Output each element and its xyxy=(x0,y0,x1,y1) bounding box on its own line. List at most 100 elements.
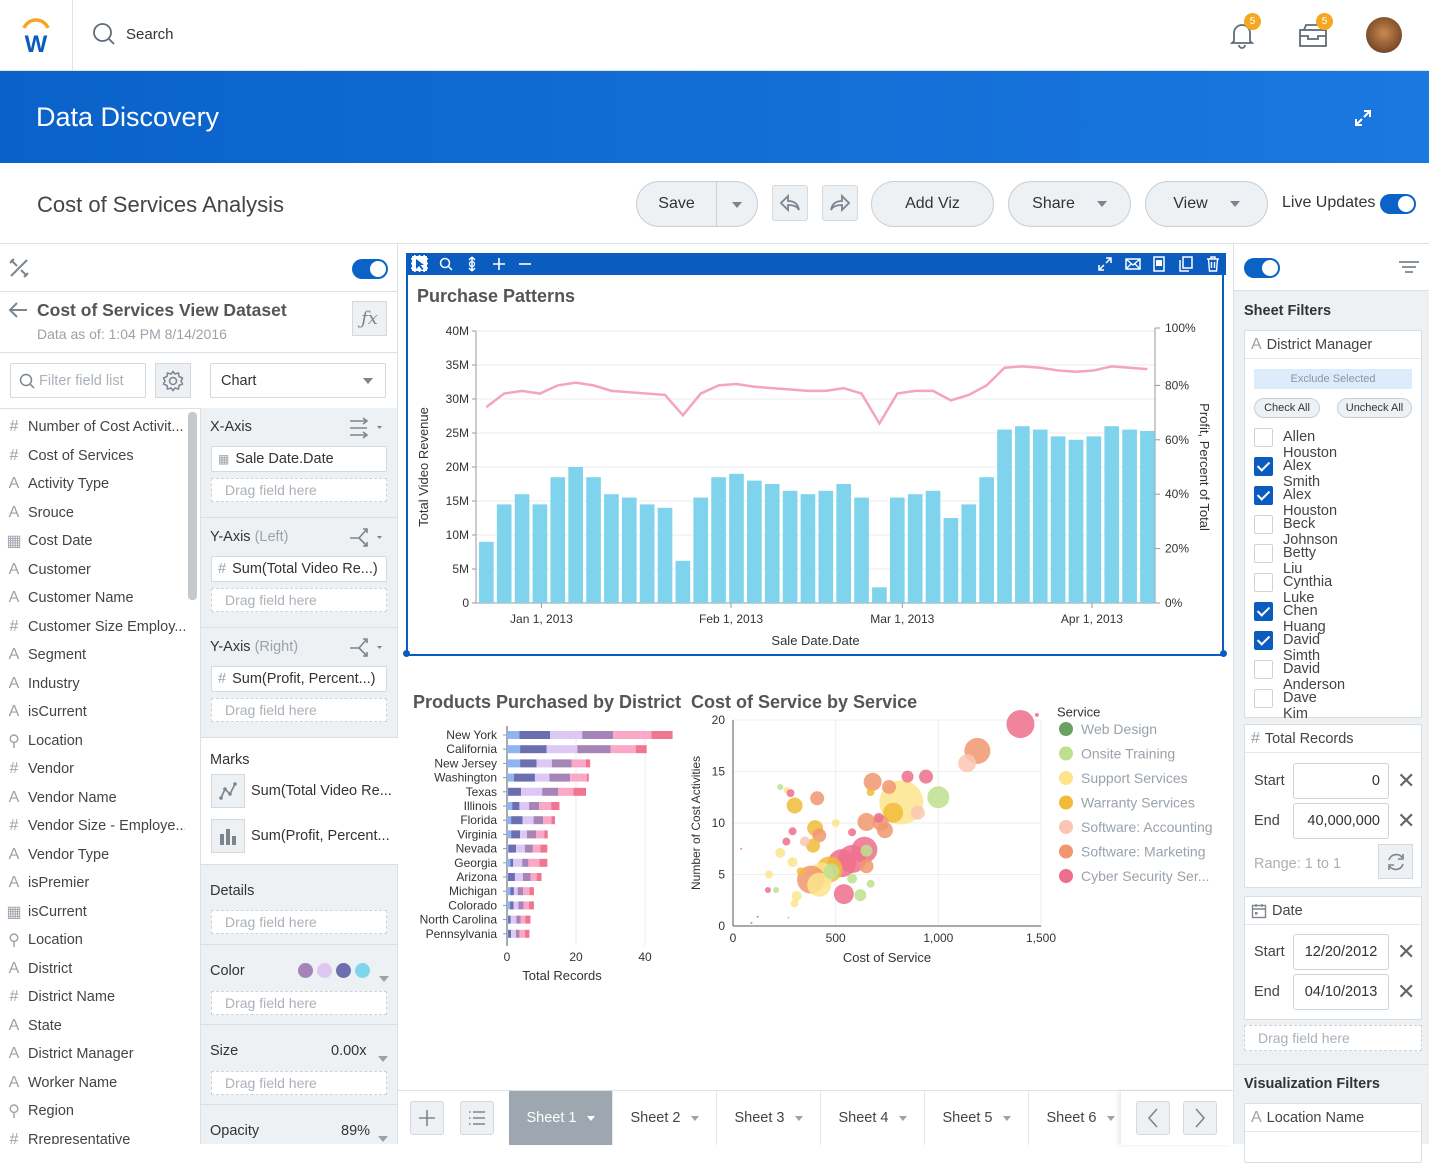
clear-date-end-button[interactable]: ✕ xyxy=(1397,982,1415,1002)
date-end-input[interactable]: 04/10/2013 xyxy=(1293,974,1389,1010)
total-records-end-input[interactable]: 40,000,000 xyxy=(1293,803,1389,839)
checkbox[interactable] xyxy=(1254,660,1273,679)
x-axis-drop-zone[interactable]: Drag field here xyxy=(211,478,387,502)
sheet-tab[interactable]: Sheet 3 xyxy=(717,1091,821,1145)
field-item[interactable]: #Vendor xyxy=(0,755,185,783)
checkbox[interactable] xyxy=(1254,515,1273,534)
check-all-button[interactable]: Check All xyxy=(1254,398,1320,418)
chevron-down-icon[interactable] xyxy=(587,1116,595,1121)
back-button[interactable] xyxy=(8,301,28,319)
filter-field-input[interactable]: Filter field list xyxy=(10,363,146,398)
products-by-district-chart[interactable]: New YorkCaliforniaNew JerseyWashingtonTe… xyxy=(398,719,683,984)
zoom-out-icon[interactable] xyxy=(518,257,532,271)
chevron-down-icon[interactable] xyxy=(379,976,389,982)
field-item[interactable]: ⚲Region xyxy=(0,1097,185,1125)
add-sheet-button[interactable] xyxy=(410,1101,444,1135)
checkbox[interactable] xyxy=(1254,689,1273,708)
view-button[interactable]: View xyxy=(1145,181,1268,227)
field-item[interactable]: AActivity Type xyxy=(0,470,185,498)
live-updates-toggle[interactable] xyxy=(1380,194,1416,214)
field-item[interactable]: ASegment xyxy=(0,641,185,669)
undo-button[interactable] xyxy=(772,185,808,221)
clear-date-start-button[interactable]: ✕ xyxy=(1397,942,1415,962)
field-item[interactable]: AIndustry xyxy=(0,670,185,698)
search-input[interactable]: Search xyxy=(126,26,174,43)
sheet-tab[interactable]: Sheet 1 xyxy=(509,1091,613,1145)
field-item[interactable]: AWorker Name xyxy=(0,1069,185,1097)
color-swatch[interactable] xyxy=(336,963,351,978)
clear-end-button[interactable]: ✕ xyxy=(1397,811,1415,831)
duplicate-icon[interactable] xyxy=(1179,256,1193,272)
user-avatar[interactable] xyxy=(1366,17,1402,53)
field-item[interactable]: ACustomer xyxy=(0,556,185,584)
formula-button[interactable]: ƒx xyxy=(352,301,387,336)
field-item[interactable]: #Number of Cost Activit... xyxy=(0,413,185,441)
y-axis-right-options-button[interactable] xyxy=(349,637,385,659)
color-swatches[interactable] xyxy=(298,963,370,978)
checkbox[interactable] xyxy=(1254,457,1273,476)
chevron-down-icon[interactable] xyxy=(795,1116,803,1121)
field-item[interactable]: ▦Cost Date xyxy=(0,527,185,555)
y-axis-right-drop-zone[interactable]: Drag field here xyxy=(211,698,387,722)
workday-logo[interactable]: W xyxy=(18,16,54,54)
bar-mark-button[interactable] xyxy=(211,819,245,853)
exclude-selected-button[interactable]: Exclude Selected xyxy=(1254,369,1412,389)
field-item[interactable]: ACustomer Name xyxy=(0,584,185,612)
resize-handle[interactable] xyxy=(1220,650,1227,657)
inbox-button[interactable]: 5 xyxy=(1298,22,1328,48)
next-sheet-button[interactable] xyxy=(1183,1101,1217,1135)
details-drop-zone[interactable]: Drag field here xyxy=(211,910,387,934)
tools-button[interactable] xyxy=(8,257,30,279)
field-item[interactable]: ⚲Location xyxy=(0,926,185,954)
line-mark-button[interactable] xyxy=(211,774,245,808)
field-item[interactable]: ADistrict xyxy=(0,955,185,983)
field-item[interactable]: #District Name xyxy=(0,983,185,1011)
chart-type-select[interactable]: Chart xyxy=(210,363,386,398)
chevron-down-icon[interactable] xyxy=(691,1116,699,1121)
chevron-down-icon[interactable] xyxy=(378,1056,388,1062)
checkbox[interactable] xyxy=(1254,602,1273,621)
x-axis-field[interactable]: ▦Sale Date.Date xyxy=(211,446,387,472)
filter-icon[interactable] xyxy=(1398,260,1420,276)
field-item[interactable]: AisCurrent xyxy=(0,698,185,726)
mobile-icon[interactable] xyxy=(1153,256,1165,272)
chevron-down-icon[interactable] xyxy=(1003,1116,1011,1121)
chevron-down-icon[interactable] xyxy=(899,1116,907,1121)
settings-button[interactable] xyxy=(155,363,191,398)
sheet-tab[interactable]: Sheet 4 xyxy=(821,1091,925,1145)
y-axis-right-field[interactable]: #Sum(Profit, Percent...) xyxy=(211,666,387,692)
checkbox[interactable] xyxy=(1254,486,1273,505)
notifications-button[interactable]: 5 xyxy=(1229,21,1255,49)
zoom-in-icon[interactable] xyxy=(492,257,506,271)
sheet-tab[interactable]: Sheet 2 xyxy=(613,1091,717,1145)
expand-icon[interactable] xyxy=(1098,257,1112,271)
y-axis-left-field[interactable]: #Sum(Total Video Re...) xyxy=(211,556,387,582)
checkbox[interactable] xyxy=(1254,573,1273,592)
uncheck-all-button[interactable]: Uncheck All xyxy=(1337,398,1412,418)
y-axis-left-drop-zone[interactable]: Drag field here xyxy=(211,588,387,612)
pan-icon[interactable] xyxy=(465,256,479,272)
trash-icon[interactable] xyxy=(1206,256,1220,272)
field-item[interactable]: AVendor Type xyxy=(0,841,185,869)
checkbox[interactable] xyxy=(1254,428,1273,447)
add-viz-button[interactable]: Add Viz xyxy=(871,181,994,227)
y-axis-left-options-button[interactable] xyxy=(349,527,385,549)
color-swatch[interactable] xyxy=(355,963,370,978)
field-item[interactable]: ADistrict Manager xyxy=(0,1040,185,1068)
field-item[interactable]: #Rrepresentative xyxy=(0,1126,185,1145)
expand-button[interactable] xyxy=(1353,108,1373,128)
field-item[interactable]: ▦isCurrent xyxy=(0,898,185,926)
field-item[interactable]: #Vendor Size - Employe... xyxy=(0,812,185,840)
share-button[interactable]: Share xyxy=(1008,181,1131,227)
search-box[interactable]: Search xyxy=(92,22,174,46)
purchase-patterns-viz[interactable]: Purchase Patterns 05M10M15M20M25M30M35M4… xyxy=(406,253,1224,656)
cost-by-service-chart[interactable]: 0510152005001,0001,500Cost of ServiceNum… xyxy=(683,704,1228,994)
color-swatch[interactable] xyxy=(317,963,332,978)
refresh-button[interactable] xyxy=(1378,844,1413,879)
opacity-value[interactable]: 89% xyxy=(341,1123,370,1139)
checkbox[interactable] xyxy=(1254,631,1273,650)
sheet-tab[interactable]: Sheet 5 xyxy=(925,1091,1029,1145)
field-item[interactable]: AVendor Name xyxy=(0,784,185,812)
color-swatch[interactable] xyxy=(298,963,313,978)
zoom-icon[interactable] xyxy=(439,257,453,271)
